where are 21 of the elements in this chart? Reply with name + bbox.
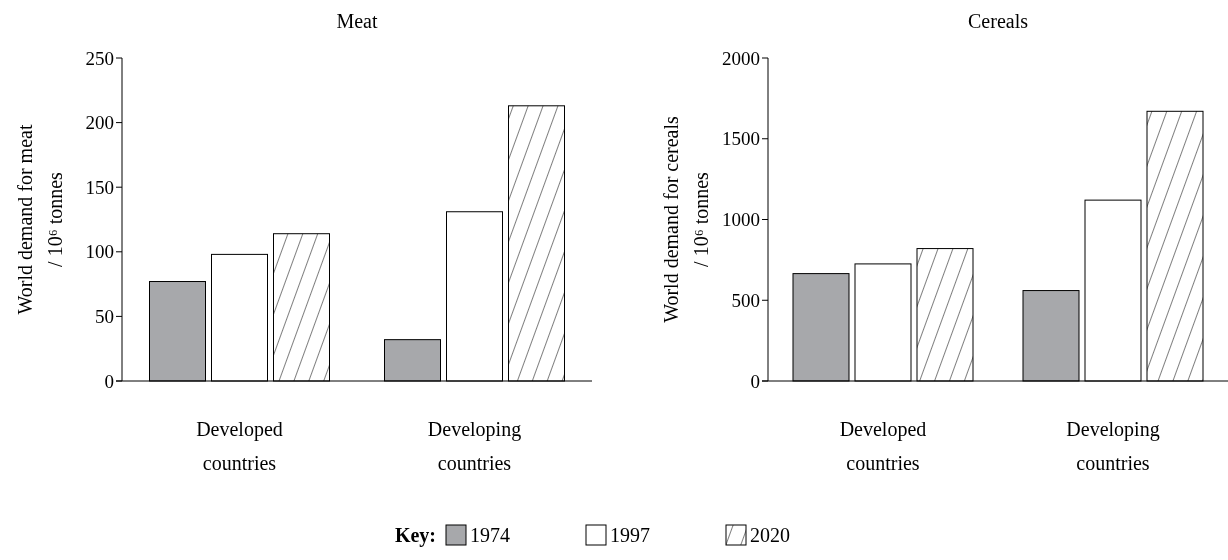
y-tick-label: 1000 <box>722 209 760 231</box>
chart-title: Meat <box>336 10 378 32</box>
x-tick-label: Developed countries <box>839 418 927 474</box>
y-tick-label: 0 <box>750 370 760 392</box>
x-tick-label: Developing countries <box>1066 418 1160 474</box>
x-tick-label: Developing countries <box>427 418 522 474</box>
legend-label: 1974 <box>470 524 510 546</box>
y-tick-label: 1500 <box>722 128 760 150</box>
y-tick-label: 50 <box>95 306 114 328</box>
legend-label: 2020 <box>750 524 790 546</box>
legend-title: Key: <box>394 524 436 547</box>
y-tick-label: 100 <box>85 241 114 263</box>
y-tick-label: 200 <box>85 112 114 134</box>
chart-title: Cereals <box>968 10 1029 32</box>
y-tick-label: 0 <box>104 370 114 392</box>
y-tick-label: 150 <box>85 176 114 198</box>
y-tick-label: 2000 <box>722 47 760 69</box>
y-tick-label: 500 <box>731 289 760 311</box>
x-tick-label: Developed countries <box>196 418 283 474</box>
legend-label: 1997 <box>610 524 650 546</box>
y-tick-label: 250 <box>85 47 114 69</box>
